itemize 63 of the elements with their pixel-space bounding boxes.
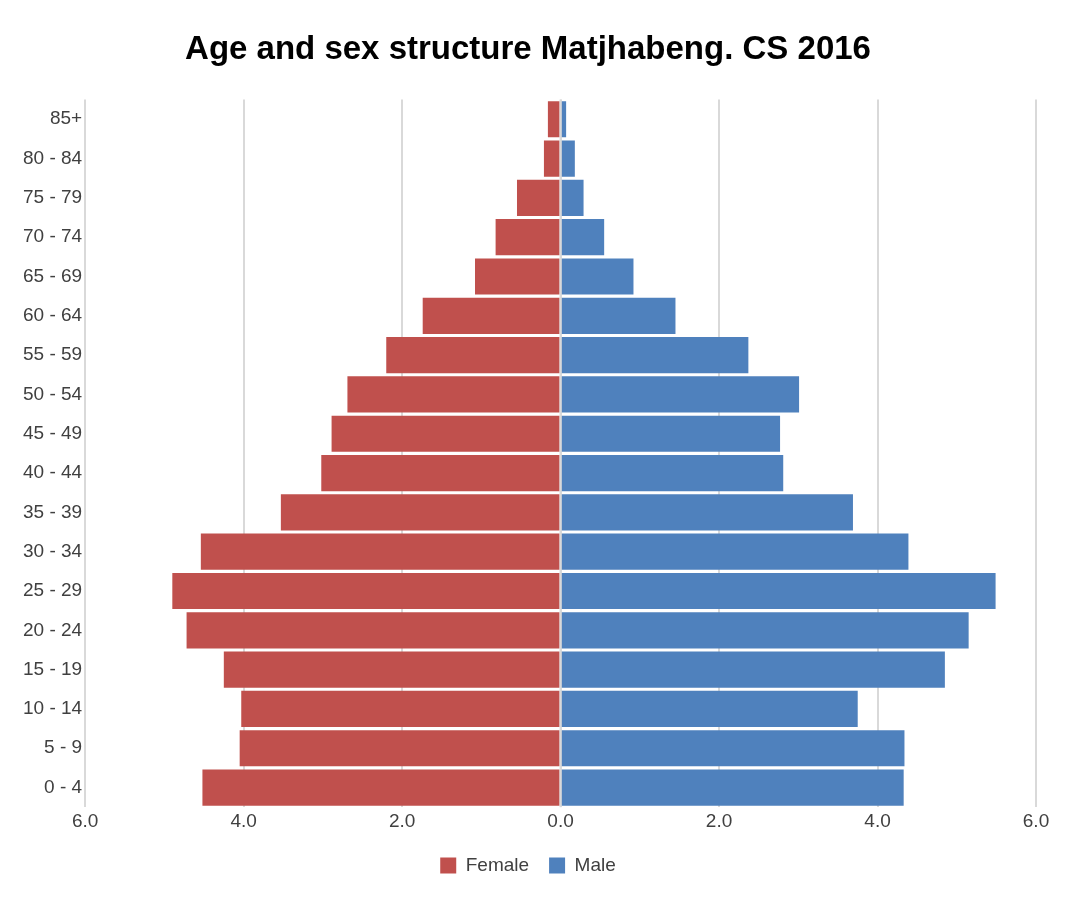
bar xyxy=(239,730,560,767)
y-tick-label: 5 - 9 xyxy=(44,736,83,758)
y-tick-label: 80 - 84 xyxy=(23,146,83,168)
x-tick-label: 4.0 xyxy=(864,809,891,831)
bar xyxy=(561,376,800,413)
bar xyxy=(495,219,560,256)
legend-label: Male xyxy=(574,853,616,875)
x-tick-label: 6.0 xyxy=(71,809,99,831)
bar xyxy=(561,179,584,216)
bar xyxy=(561,140,575,177)
x-tick-label: 0.0 xyxy=(547,809,574,831)
y-tick-label: 20 - 24 xyxy=(23,618,83,640)
bar xyxy=(561,258,634,295)
bar xyxy=(561,651,945,688)
bar xyxy=(517,179,560,216)
bar xyxy=(561,572,996,610)
bar xyxy=(347,376,560,413)
bar xyxy=(561,297,676,334)
y-tick-label: 50 - 54 xyxy=(23,382,83,404)
y-tick-label: 40 - 44 xyxy=(23,461,83,483)
bar xyxy=(422,297,560,334)
bar xyxy=(475,258,560,295)
y-tick-label: 55 - 59 xyxy=(23,343,83,365)
bar xyxy=(561,415,781,452)
x-tick-label: 2.0 xyxy=(705,809,733,831)
bar xyxy=(561,730,905,767)
bar xyxy=(561,769,904,806)
y-tick-label: 25 - 29 xyxy=(23,579,83,601)
x-tick-label: 4.0 xyxy=(230,809,257,831)
bar xyxy=(561,612,969,649)
y-tick-label: 65 - 69 xyxy=(23,264,83,286)
bar xyxy=(223,651,560,688)
bar xyxy=(280,494,560,531)
bar xyxy=(547,101,560,138)
bar xyxy=(200,533,560,570)
bar xyxy=(561,337,749,374)
y-tick-label: 15 - 19 xyxy=(23,657,83,679)
bar xyxy=(202,769,560,806)
bar xyxy=(321,454,560,492)
bar xyxy=(241,690,560,728)
bar xyxy=(561,454,784,492)
y-tick-label: 35 - 39 xyxy=(23,500,83,522)
bar xyxy=(386,337,560,374)
bar xyxy=(561,533,909,570)
y-tick-label: 85+ xyxy=(49,107,83,129)
bar xyxy=(186,612,560,649)
bar xyxy=(561,494,853,531)
legend-label: Female xyxy=(465,853,530,875)
bar xyxy=(561,219,605,256)
bar xyxy=(172,572,560,610)
y-tick-label: 30 - 34 xyxy=(23,539,83,561)
bar xyxy=(543,140,560,177)
bar xyxy=(331,415,560,452)
y-tick-label: 45 - 49 xyxy=(23,421,83,443)
y-tick-label: 75 - 79 xyxy=(23,186,83,208)
x-tick-label: 2.0 xyxy=(388,809,416,831)
chart-title: Age and sex structure Matjhabeng. CS 2016 xyxy=(185,28,871,66)
bar xyxy=(561,690,858,728)
y-tick-label: 10 - 14 xyxy=(23,697,83,719)
y-tick-label: 60 - 64 xyxy=(23,304,83,326)
y-tick-label: 0 - 4 xyxy=(44,775,83,797)
x-tick-label: 6.0 xyxy=(1022,809,1050,831)
y-tick-label: 70 - 74 xyxy=(23,225,83,247)
